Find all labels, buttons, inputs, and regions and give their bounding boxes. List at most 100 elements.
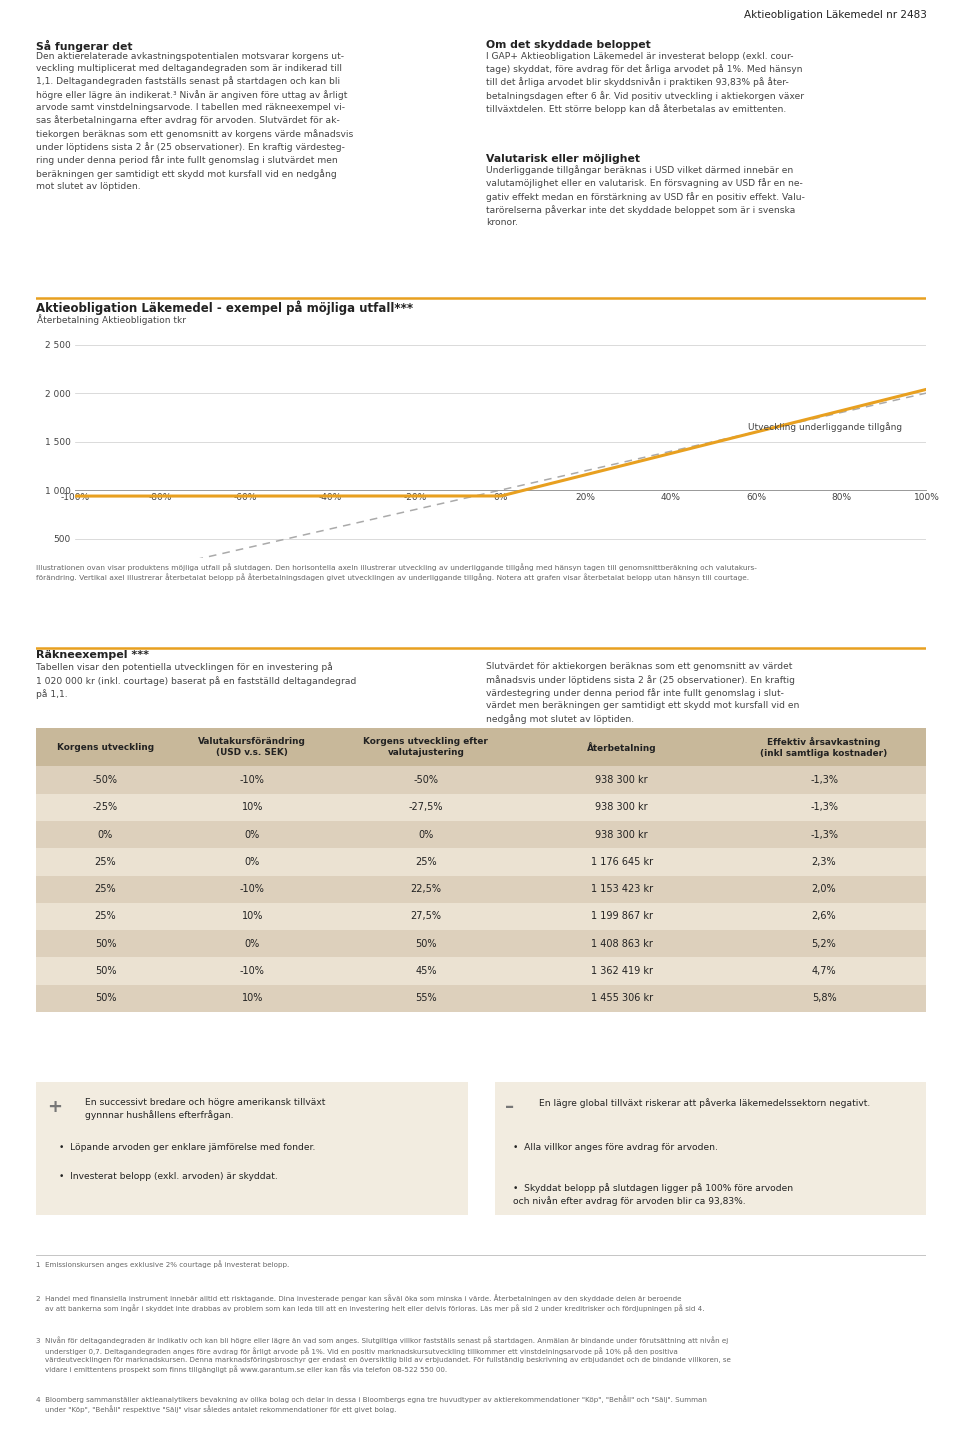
Text: -25%: -25% [93,802,118,813]
Text: 1 408 863 kr: 1 408 863 kr [590,939,653,949]
FancyBboxPatch shape [175,794,330,821]
Text: 1 362 419 kr: 1 362 419 kr [590,966,653,976]
Text: 22,5%: 22,5% [410,884,442,894]
Text: 2,0%: 2,0% [812,884,836,894]
FancyBboxPatch shape [722,767,926,794]
FancyBboxPatch shape [175,821,330,848]
FancyBboxPatch shape [330,767,521,794]
Text: 3  Nivån för deltagandegraden är indikativ och kan bli högre eller lägre än vad : 3 Nivån för deltagandegraden är indikati… [36,1337,732,1373]
FancyBboxPatch shape [175,876,330,903]
FancyBboxPatch shape [175,848,330,876]
Text: En successivt bredare och högre amerikansk tillväxt
gynnnar hushållens efterfråg: En successivt bredare och högre amerikan… [85,1098,325,1121]
FancyBboxPatch shape [330,728,521,767]
Text: 0%: 0% [245,939,260,949]
Text: 4,7%: 4,7% [812,966,836,976]
Text: 5,2%: 5,2% [812,939,836,949]
Text: 25%: 25% [95,857,116,867]
Text: 5,8%: 5,8% [812,993,836,1003]
Text: Effektiv årsavkastning
(inkl samtliga kostnader): Effektiv årsavkastning (inkl samtliga ko… [760,737,888,758]
Text: En lägre global tillväxt riskerar att påverka läkemedelssektorn negativt.: En lägre global tillväxt riskerar att på… [540,1098,871,1108]
Text: 55%: 55% [415,993,437,1003]
Text: Om det skyddade beloppet: Om det skyddade beloppet [486,40,651,50]
Text: 25%: 25% [95,911,116,921]
FancyBboxPatch shape [330,930,521,957]
FancyBboxPatch shape [36,876,175,903]
Text: 10%: 10% [242,911,263,921]
FancyBboxPatch shape [722,957,926,984]
Text: 0%: 0% [419,830,434,840]
FancyBboxPatch shape [175,957,330,984]
FancyBboxPatch shape [722,876,926,903]
Text: Tabellen visar den potentiella utvecklingen för en investering på
1 020 000 kr (: Tabellen visar den potentiella utvecklin… [36,662,357,699]
Text: 25%: 25% [415,857,437,867]
Text: •  Investerat belopp (exkl. arvoden) är skyddat.: • Investerat belopp (exkl. arvoden) är s… [59,1172,277,1181]
Text: •  Löpande arvoden ger enklare jämförelse med fonder.: • Löpande arvoden ger enklare jämförelse… [59,1144,315,1152]
FancyBboxPatch shape [521,903,722,930]
FancyBboxPatch shape [521,984,722,1012]
FancyBboxPatch shape [521,930,722,957]
FancyBboxPatch shape [36,1082,468,1215]
Text: –: – [506,1098,515,1116]
FancyBboxPatch shape [494,1082,926,1215]
Text: Illustrationen ovan visar produktens möjliga utfall på slutdagen. Den horisontel: Illustrationen ovan visar produktens möj… [36,563,757,582]
Text: Valutarisk eller möjlighet: Valutarisk eller möjlighet [486,153,640,163]
Text: 50%: 50% [95,966,116,976]
Text: Så fungerar det: Så fungerar det [36,40,133,52]
Text: Underliggande tillgångar beräknas i USD vilket därmed innebär en
valutamöjlighet: Underliggande tillgångar beräknas i USD … [486,165,804,228]
Text: -10%: -10% [240,775,265,785]
Text: •  Skyddat belopp på slutdagen ligger på 100% före arvoden
och nivån efter avdra: • Skyddat belopp på slutdagen ligger på … [513,1184,793,1207]
FancyBboxPatch shape [36,930,175,957]
Text: -1,3%: -1,3% [810,802,838,813]
Text: 0%: 0% [98,830,113,840]
FancyBboxPatch shape [722,728,926,767]
Text: I GAP+ Aktieobligation Läkemedel är investerat belopp (exkl. cour-
tage) skyddat: I GAP+ Aktieobligation Läkemedel är inve… [486,52,804,115]
Text: 1 153 423 kr: 1 153 423 kr [590,884,653,894]
FancyBboxPatch shape [521,767,722,794]
Text: Aktieobligation Läkemedel nr 2483: Aktieobligation Läkemedel nr 2483 [744,10,926,20]
FancyBboxPatch shape [36,767,175,794]
Text: 2  Handel med finansiella instrument innebär alltid ett risktagande. Dina invest: 2 Handel med finansiella instrument inne… [36,1294,705,1313]
FancyBboxPatch shape [722,930,926,957]
Text: Korgens utveckling efter
valutajustering: Korgens utveckling efter valutajustering [364,737,489,757]
FancyBboxPatch shape [175,984,330,1012]
Text: 2,6%: 2,6% [812,911,836,921]
Text: +: + [47,1098,62,1116]
Text: 938 300 kr: 938 300 kr [595,830,648,840]
Text: Utveckling underliggande tillgång: Utveckling underliggande tillgång [748,423,901,433]
Text: Korgens utveckling: Korgens utveckling [57,742,154,752]
FancyBboxPatch shape [722,848,926,876]
FancyBboxPatch shape [722,794,926,821]
Text: Återbetalning: Återbetalning [587,742,657,752]
FancyBboxPatch shape [521,848,722,876]
FancyBboxPatch shape [175,767,330,794]
FancyBboxPatch shape [330,903,521,930]
Text: 10%: 10% [242,993,263,1003]
Text: •  Alla villkor anges före avdrag för arvoden.: • Alla villkor anges före avdrag för arv… [513,1144,717,1152]
Text: 0%: 0% [245,830,260,840]
FancyBboxPatch shape [722,821,926,848]
FancyBboxPatch shape [521,794,722,821]
FancyBboxPatch shape [330,794,521,821]
FancyBboxPatch shape [521,728,722,767]
FancyBboxPatch shape [722,903,926,930]
FancyBboxPatch shape [36,984,175,1012]
Text: 938 300 kr: 938 300 kr [595,775,648,785]
FancyBboxPatch shape [36,848,175,876]
Text: Slutvärdet för aktiekorgen beräknas som ett genomsnitt av värdet
månadsvis under: Slutvärdet för aktiekorgen beräknas som … [486,662,800,724]
FancyBboxPatch shape [521,957,722,984]
FancyBboxPatch shape [36,903,175,930]
Text: -50%: -50% [93,775,118,785]
FancyBboxPatch shape [521,821,722,848]
Text: Den aktierelaterade avkastningspotentialen motsvarar korgens ut-
veckling multip: Den aktierelaterade avkastningspotential… [36,52,353,191]
FancyBboxPatch shape [175,728,330,767]
Text: 10%: 10% [242,802,263,813]
Text: -1,3%: -1,3% [810,775,838,785]
Text: 1 455 306 kr: 1 455 306 kr [590,993,653,1003]
FancyBboxPatch shape [36,728,175,767]
Text: -27,5%: -27,5% [409,802,444,813]
Text: 27,5%: 27,5% [410,911,442,921]
FancyBboxPatch shape [330,957,521,984]
Text: -10%: -10% [240,966,265,976]
Text: 1  Emissionskursen anges exklusive 2% courtage på investerat belopp.: 1 Emissionskursen anges exklusive 2% cou… [36,1260,290,1268]
FancyBboxPatch shape [722,984,926,1012]
